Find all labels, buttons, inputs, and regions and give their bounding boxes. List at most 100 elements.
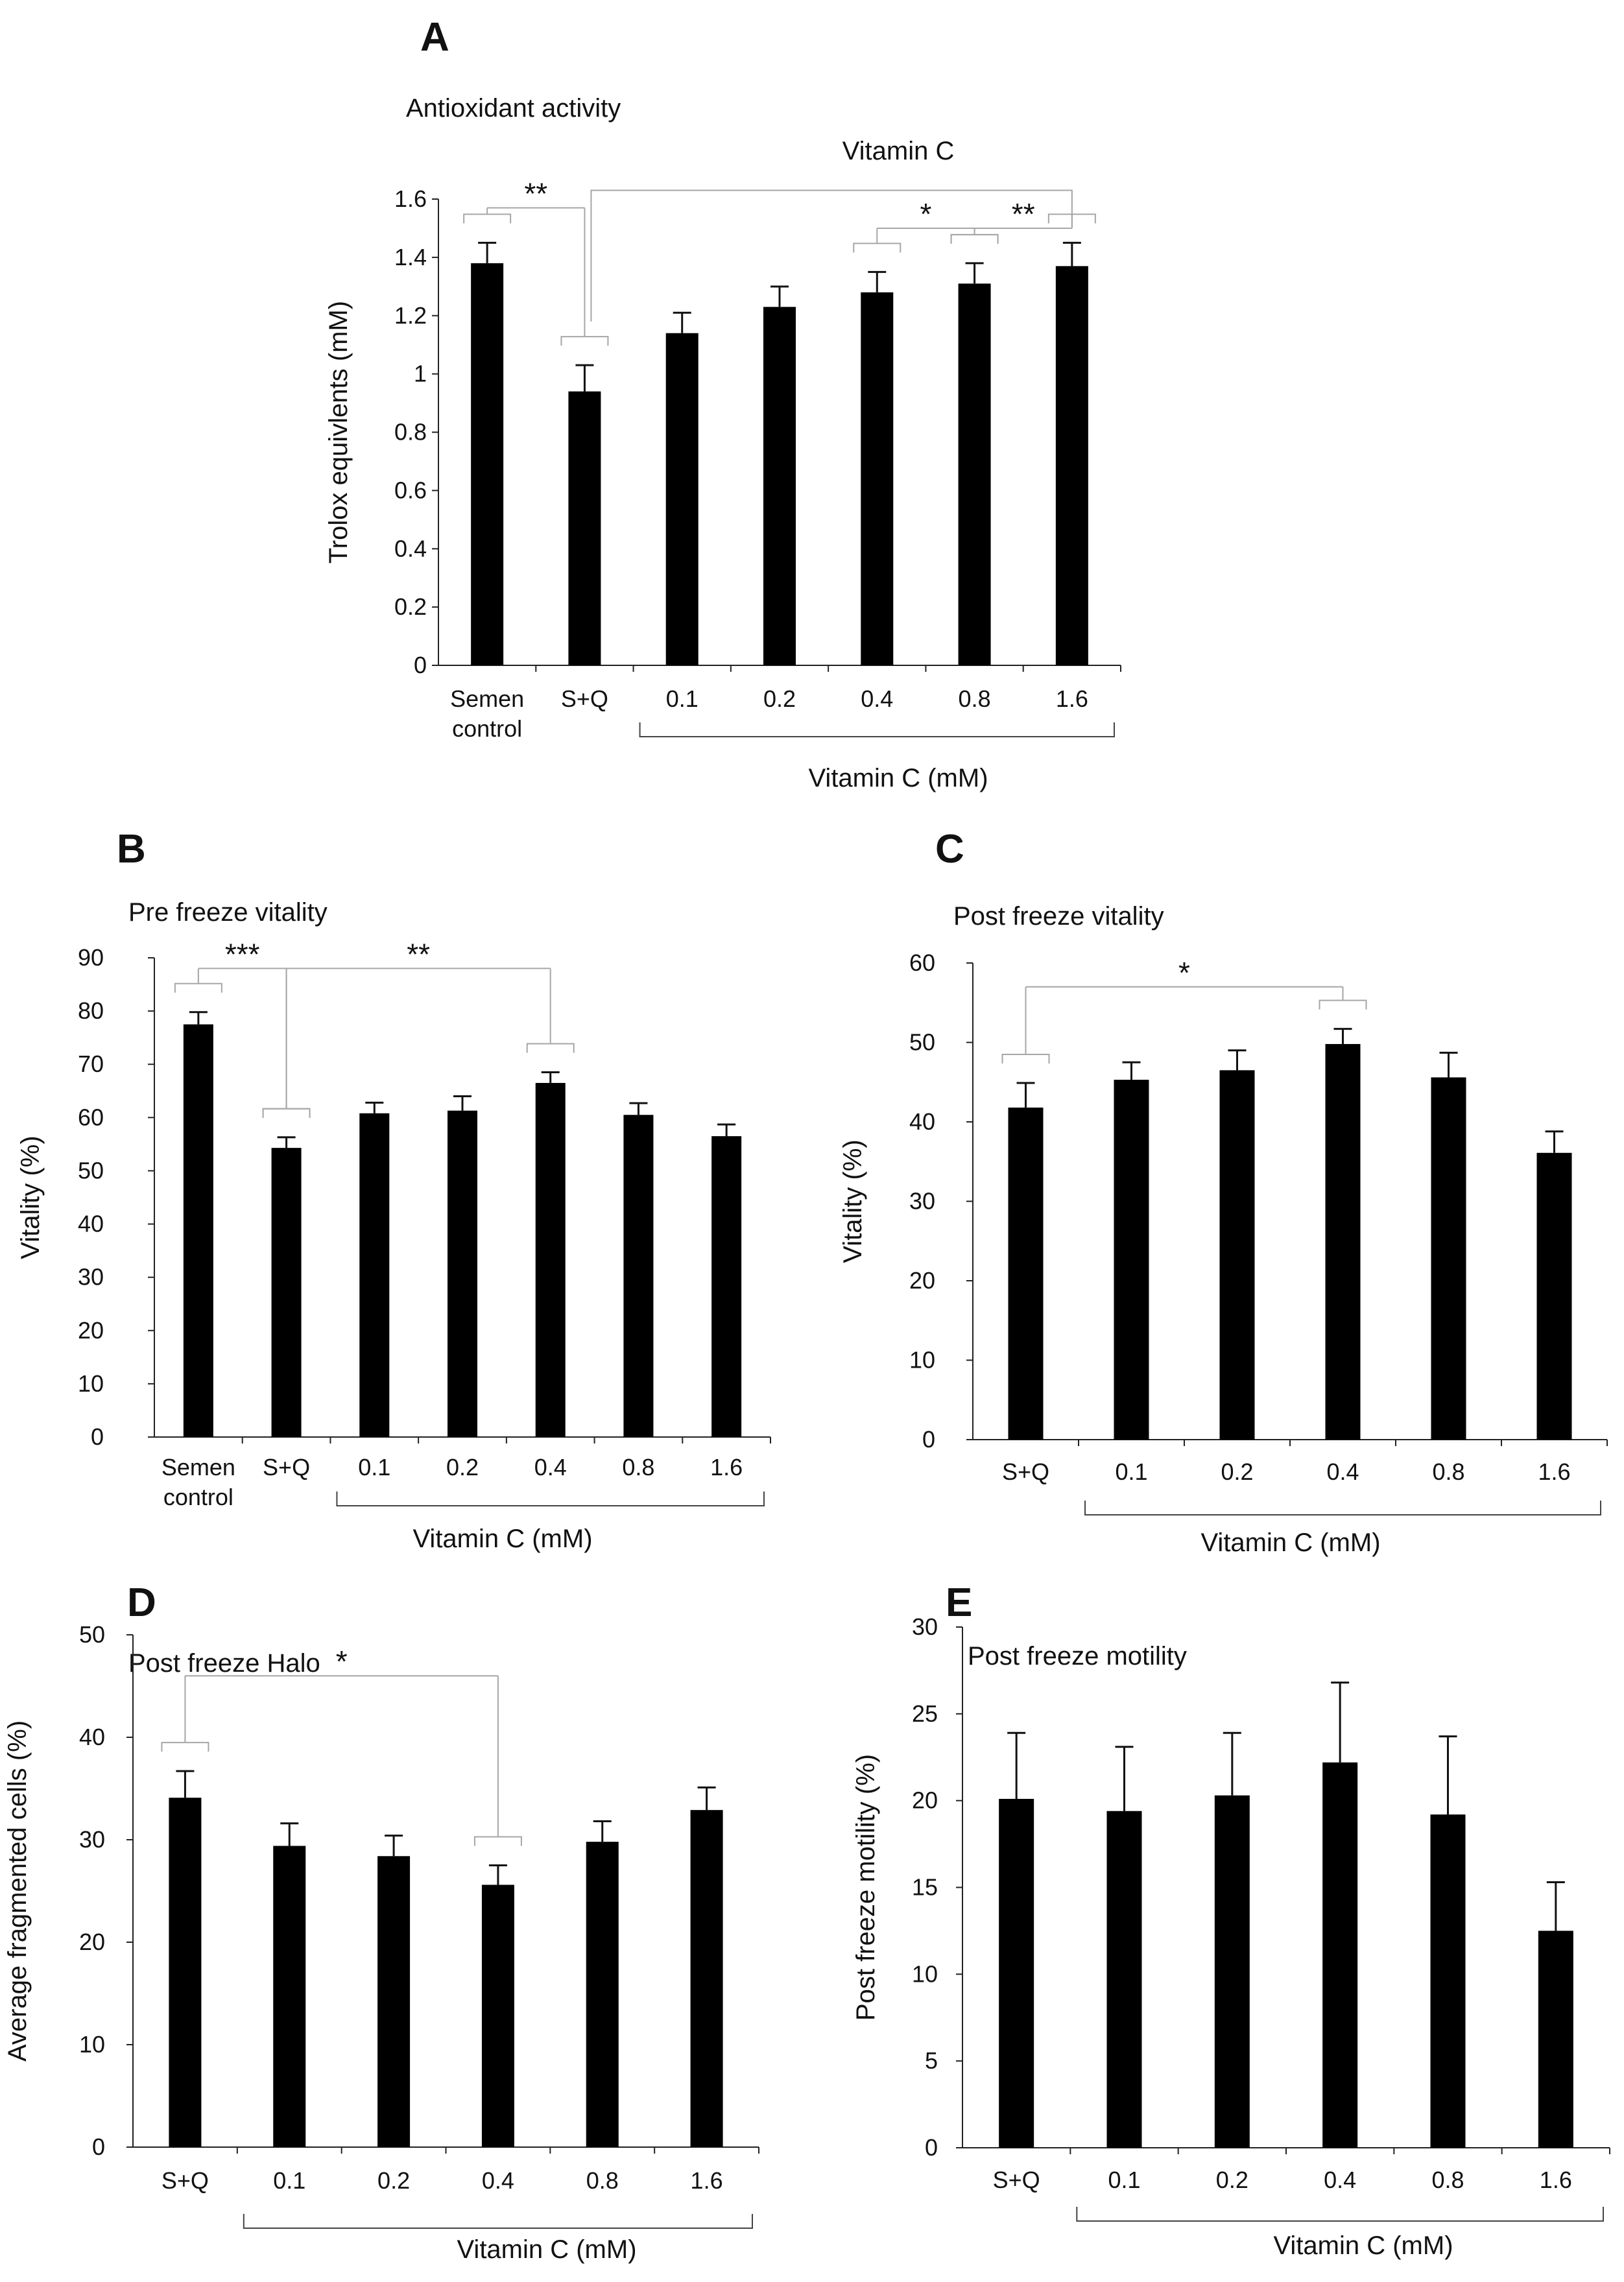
bar xyxy=(763,307,796,665)
significance-annotation: *** xyxy=(225,937,260,971)
significance-cap xyxy=(1001,1053,1050,1064)
bar xyxy=(471,263,504,665)
bar xyxy=(690,1810,723,2147)
panel-c: C Post freeze vitality 0 10 20 30 40 50 60 Vitali… xyxy=(839,827,1608,1557)
bar xyxy=(958,283,991,666)
y-tick-label: 10 xyxy=(909,1347,935,1373)
bar xyxy=(535,1082,566,1437)
y-tick-label: 0.6 xyxy=(394,477,427,503)
chart-title: Post freeze motility xyxy=(968,1642,1187,1670)
x-tick-label: 0.4 xyxy=(1324,2167,1356,2193)
x-axis-label: Vitamin C (mM) xyxy=(412,1525,592,1553)
y-tick-label: 0 xyxy=(925,2134,938,2161)
bar xyxy=(273,1846,306,2147)
chart-title: Post freeze vitality xyxy=(953,902,1164,931)
x-tick-label: 0.8 xyxy=(586,2167,619,2194)
y-axis-label: Vitality (%) xyxy=(839,1139,867,1263)
x-tick-label: 1.6 xyxy=(1538,1458,1570,1485)
x-tick-label: S+Q xyxy=(561,685,608,712)
significance-cap xyxy=(262,1108,311,1118)
y-tick-label: 30 xyxy=(912,1613,938,1640)
x-tick-label-line: Semen xyxy=(161,1454,235,1480)
x-tick-label: 0.1 xyxy=(358,1454,390,1480)
y-tick-label: 5 xyxy=(925,2047,938,2074)
x-tick-label: 0.8 xyxy=(1431,2167,1464,2193)
bar xyxy=(1431,1077,1466,1440)
x-tick-label: 0.2 xyxy=(446,1454,479,1480)
x-tick-label: Semen control xyxy=(450,685,524,742)
y-tick-label: 1.2 xyxy=(394,302,427,329)
panel-letter: D xyxy=(127,1580,156,1625)
x-tick-label: 0.1 xyxy=(1115,1458,1147,1485)
y-tick-label: 0 xyxy=(92,2133,105,2160)
significance-annotation: ** xyxy=(407,937,430,971)
bar xyxy=(1106,1811,1142,2148)
bar xyxy=(665,333,699,665)
significance-cap xyxy=(853,243,902,253)
significance-cap xyxy=(174,982,222,993)
significance-bracket xyxy=(590,189,1073,322)
x-tick-label: 1.6 xyxy=(710,1454,743,1480)
x-axis-label: Vitamin C (mM) xyxy=(808,764,988,792)
bar xyxy=(183,1024,213,1437)
significance-cap xyxy=(473,1836,522,1846)
bar xyxy=(359,1113,390,1437)
bar xyxy=(1430,1814,1466,2148)
y-tick-label: 30 xyxy=(79,1826,105,1853)
x-tick-label: 1.6 xyxy=(691,2167,723,2194)
panel-letter: E xyxy=(946,1580,972,1625)
panel-b: B Pre freeze vitality 0 10 20 30 40 50 60 70 80 90 V… xyxy=(16,827,771,1553)
x-tick-label: S+Q xyxy=(263,1454,310,1480)
x-tick-label: 0.2 xyxy=(1216,2167,1248,2193)
panel-letter: A xyxy=(420,15,449,60)
x-tick-label: 1.6 xyxy=(1540,2167,1572,2193)
significance-cap xyxy=(463,213,512,224)
y-tick-label: 0 xyxy=(414,652,427,678)
y-tick-label: 50 xyxy=(79,1621,105,1648)
x-tick-label: 0.2 xyxy=(763,685,796,712)
y-tick-label: 60 xyxy=(78,1104,104,1130)
bar xyxy=(623,1115,654,1437)
significance-annotation: ** xyxy=(1012,197,1035,231)
y-tick-label: 60 xyxy=(909,949,935,976)
vitamin-c-range-bracket xyxy=(336,1492,765,1506)
x-tick-label: 0.4 xyxy=(1326,1458,1359,1485)
x-tick-label: S+Q xyxy=(1002,1458,1049,1485)
y-tick-label: 40 xyxy=(909,1108,935,1135)
x-tick-label: 0.4 xyxy=(482,2167,514,2194)
y-tick-label: 0.2 xyxy=(394,593,427,620)
bar xyxy=(1214,1795,1250,2148)
x-tick-label: 0.1 xyxy=(666,685,699,712)
y-tick-label: 10 xyxy=(78,1370,104,1397)
significance-annotation: * xyxy=(920,197,931,231)
x-tick-label: 0.8 xyxy=(959,685,991,712)
bar xyxy=(586,1842,619,2147)
significance-cap xyxy=(950,233,999,244)
vitamin-c-range-bracket xyxy=(243,2214,753,2229)
y-tick-label: 40 xyxy=(79,1724,105,1750)
y-tick-label: 1.4 xyxy=(394,244,427,270)
significance-cap xyxy=(1047,213,1096,224)
x-tick-label: S+Q xyxy=(161,2167,209,2194)
bar xyxy=(1055,266,1088,665)
vitamin-c-range-bracket xyxy=(1084,1501,1601,1515)
significance-cap xyxy=(161,1742,209,1752)
y-tick-label: 15 xyxy=(912,1874,938,1901)
x-tick-label: Semen control xyxy=(161,1454,235,1510)
x-tick-label: 0.2 xyxy=(377,2167,410,2194)
y-tick-label: 40 xyxy=(78,1211,104,1237)
x-tick-label: 0.8 xyxy=(1432,1458,1464,1485)
bar xyxy=(711,1136,742,1437)
panel-d: D Post freeze Halo 0 10 20 30 40 50 Average frag… xyxy=(3,1580,759,2264)
y-tick-label: 25 xyxy=(912,1700,938,1727)
bar xyxy=(999,1798,1034,2148)
bar xyxy=(1322,1762,1358,2148)
y-tick-label: 0.8 xyxy=(394,419,427,446)
x-axis-label: Vitamin C (mM) xyxy=(1200,1528,1380,1557)
y-tick-label: 1.6 xyxy=(394,185,427,212)
bar xyxy=(169,1798,202,2147)
y-axis-label: Average fragmented cells (%) xyxy=(3,1720,32,2062)
x-tick-label-line: control xyxy=(163,1484,233,1510)
y-tick-label: 90 xyxy=(78,944,104,971)
